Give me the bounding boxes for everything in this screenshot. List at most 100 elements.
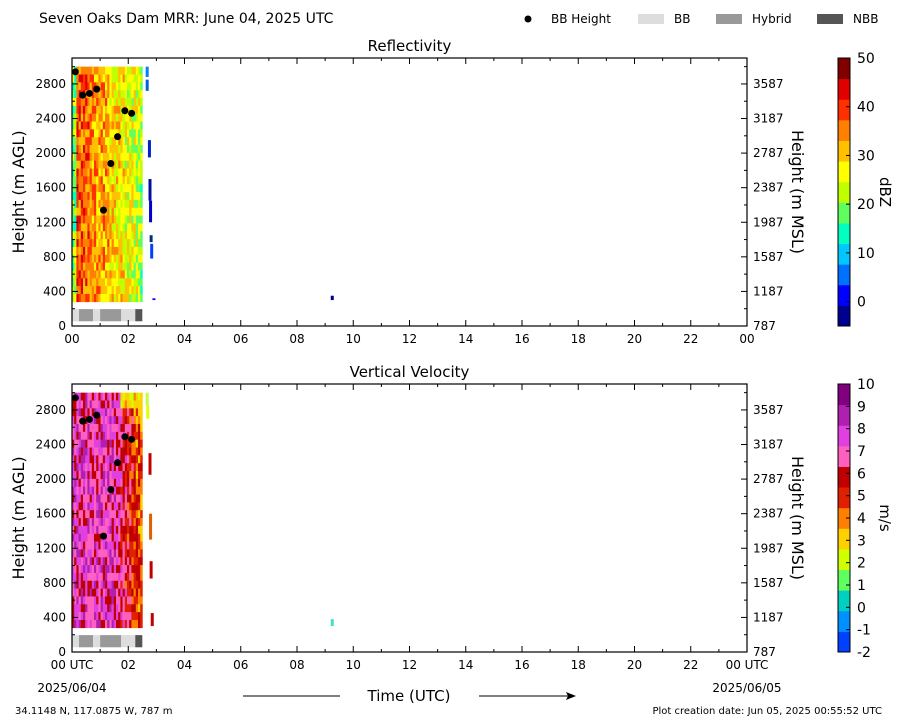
- y-axis-label: Height (m AGL): [9, 130, 28, 253]
- colorbar-band: [838, 404, 850, 426]
- bb-legend: BB Height BB Hybrid NBB: [524, 12, 878, 26]
- reflectivity-title: Reflectivity: [368, 37, 452, 55]
- x-tick-label: 16: [514, 332, 529, 346]
- colorbar-tick-label: 3: [857, 533, 866, 549]
- legend-bb-swatch: [638, 14, 664, 24]
- bb-height-point: [79, 417, 87, 425]
- y2-tick-label: 787: [753, 319, 776, 333]
- bb-type-segment-hybrid: [79, 635, 94, 648]
- y-tick-label: 2400: [35, 112, 66, 126]
- bb-height-point: [85, 415, 93, 423]
- bb-type-segment-bb: [72, 309, 80, 322]
- x-tick-label: 08: [289, 658, 304, 672]
- y2-tick-label: 787: [753, 645, 776, 659]
- colorbar-band: [838, 631, 850, 653]
- colorbar-tick-label: 6: [857, 466, 866, 482]
- legend-bb-height-label: BB Height: [551, 12, 611, 26]
- bb-type-segment-nbb: [135, 309, 143, 322]
- colorbar-tick-label: 10: [857, 246, 875, 262]
- colorbar-tick-label: 50: [857, 51, 875, 67]
- bb-height-point: [79, 91, 87, 99]
- bb-height-point: [128, 435, 136, 443]
- bb-height-point: [114, 133, 122, 141]
- velocity-bb-type-bar: [72, 635, 143, 648]
- y2-tick-label: 1187: [753, 610, 784, 624]
- y2-tick-label: 2387: [753, 181, 784, 195]
- y2-tick-label: 3187: [753, 438, 784, 452]
- colorbar-band: [838, 78, 850, 100]
- y2-tick-label: 1587: [753, 576, 784, 590]
- figure-title: Seven Oaks Dam MRR: June 04, 2025 UTC: [39, 11, 334, 27]
- start-date-label: 2025/06/04: [37, 681, 106, 695]
- location-label: 34.1148 N, 117.0875 W, 787 m: [15, 706, 173, 717]
- y2-tick-label: 2787: [753, 146, 784, 160]
- bb-type-segment-bb: [72, 635, 80, 648]
- colorbar-band: [838, 590, 850, 612]
- colorbar-band: [838, 507, 850, 529]
- colorbar-label: m/s: [876, 504, 894, 532]
- colorbar-tick-label: 0: [857, 295, 866, 311]
- colorbar-band: [838, 58, 850, 80]
- legend-hybrid-swatch: [716, 14, 742, 24]
- y-tick-label: 2800: [35, 403, 66, 417]
- velocity-heatmap: [72, 392, 334, 629]
- bb-height-point: [107, 159, 115, 167]
- end-date-label: 2025/06/05: [712, 681, 781, 695]
- y2-tick-label: 2787: [753, 472, 784, 486]
- y-tick-label: 1600: [35, 181, 66, 195]
- colorbar-tick-label: 8: [857, 422, 866, 438]
- x-tick-label: 22: [683, 332, 698, 346]
- x-tick-label: 18: [571, 658, 586, 672]
- bb-height-point: [93, 411, 101, 419]
- colorbar-band: [838, 181, 850, 203]
- x-tick-label: 10: [346, 658, 361, 672]
- colorbar-tick-label: 9: [857, 399, 866, 415]
- y2-tick-label: 3187: [753, 112, 784, 126]
- x-tick-label: 20: [627, 332, 642, 346]
- x-tick-label: 04: [177, 658, 192, 672]
- x-tick-label: 06: [233, 332, 248, 346]
- y-tick-label: 2000: [35, 146, 66, 160]
- reflectivity-heatmap: [72, 66, 334, 303]
- colorbar-tick-label: 10: [857, 377, 875, 393]
- colorbar-band: [838, 569, 850, 591]
- colorbar-band: [838, 445, 850, 467]
- x-tick-label: 16: [514, 658, 529, 672]
- y-axis-label: Height (m AGL): [9, 456, 28, 579]
- legend-nbb-swatch: [817, 14, 843, 24]
- colorbar-band: [838, 425, 850, 447]
- y-tick-label: 1200: [35, 541, 66, 555]
- colorbar-tick-label: 40: [857, 100, 875, 116]
- velocity-title: Vertical Velocity: [350, 363, 470, 381]
- y2-tick-label: 1587: [753, 250, 784, 264]
- bb-type-segment-nbb: [135, 635, 143, 648]
- creation-date-label: Plot creation date: Jun 05, 2025 00:55:5…: [652, 706, 882, 717]
- bb-height-point: [114, 459, 122, 467]
- colorbar-tick-label: 1: [857, 578, 866, 594]
- y-tick-label: 0: [58, 319, 66, 333]
- legend-hybrid-label: Hybrid: [752, 12, 792, 26]
- bb-type-segment-bb: [93, 309, 101, 322]
- colorbar-band: [838, 222, 850, 245]
- colorbar-band: [838, 202, 850, 224]
- bb-height-point: [71, 394, 79, 402]
- bb-height-point: [93, 85, 101, 93]
- colorbar-band: [838, 548, 850, 571]
- colorbar-tick-label: 4: [857, 511, 866, 527]
- velocity-colorbar: -2 -1 0 1 2 3 4 5 6 7 8 9 10 m/s: [837, 377, 894, 661]
- y2-axis-label: Height (m MSL): [788, 130, 807, 254]
- velocity-plot-frame: [71, 383, 748, 653]
- x-tick-label: 14: [458, 332, 473, 346]
- bb-type-segment-hybrid: [79, 309, 94, 322]
- y2-tick-label: 1987: [753, 215, 784, 229]
- x-tick-label: 00 UTC: [726, 658, 769, 672]
- colorbar-tick-label: 5: [857, 489, 866, 505]
- bb-type-segment-bb: [93, 635, 101, 648]
- x-tick-label: 06: [233, 658, 248, 672]
- y-tick-label: 0: [58, 645, 66, 659]
- x-tick-label: 12: [402, 658, 417, 672]
- colorbar-tick-label: 0: [857, 600, 866, 616]
- x-tick-label: 00 UTC: [51, 658, 94, 672]
